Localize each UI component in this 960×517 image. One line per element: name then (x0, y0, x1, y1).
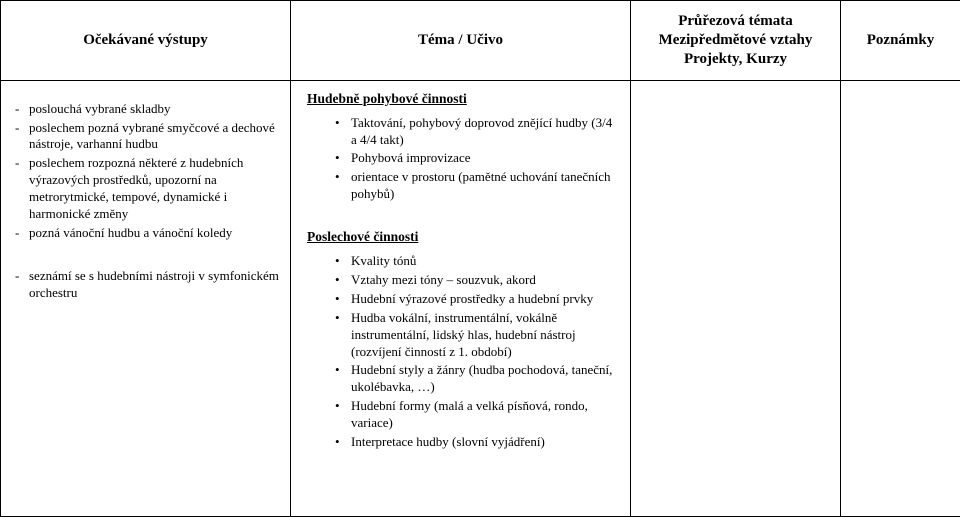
cell-cross (631, 80, 841, 516)
outcomes-block1: poslouchá vybrané skladby poslechem pozn… (11, 101, 280, 242)
list-item-text: Hudební styly a žánry (hudba pochodová, … (351, 362, 612, 394)
list-item: Taktování, pohybový doprovod znějící hud… (301, 115, 620, 149)
list-item-text: Kvality tónů (351, 253, 416, 268)
list-item-text: Pohybová improvizace (351, 150, 471, 165)
list-item-text: poslechem rozpozná některé z hudebních v… (29, 155, 243, 221)
curriculum-table: Očekávané výstupy Téma / Učivo Průřezová… (0, 0, 960, 517)
cell-topic: Hudebně pohybové činnosti Taktování, poh… (291, 80, 631, 516)
section2-list: Kvality tónů Vztahy mezi tóny – souzvuk,… (301, 253, 620, 451)
list-item-text: poslouchá vybrané skladby (29, 101, 171, 116)
list-item: seznámí se s hudebními nástroji v symfon… (11, 268, 280, 302)
outcomes-block2: seznámí se s hudebními nástroji v symfon… (11, 268, 280, 302)
section1-list: Taktování, pohybový doprovod znějící hud… (301, 115, 620, 203)
cell-notes (841, 80, 960, 516)
list-item: Hudba vokální, instrumentální, vokálně i… (301, 310, 620, 361)
list-item-text: Hudební formy (malá a velká písňová, ron… (351, 398, 588, 430)
list-item-text: Vztahy mezi tóny – souzvuk, akord (351, 272, 536, 287)
list-item-text: Taktování, pohybový doprovod znějící hud… (351, 115, 612, 147)
header-cross-line3: Projekty, Kurzy (641, 50, 830, 69)
list-item: pozná vánoční hudbu a vánoční koledy (11, 225, 280, 242)
list-item-text: Hudba vokální, instrumentální, vokálně i… (351, 310, 576, 359)
section1-title: Hudebně pohybové činnosti (307, 91, 620, 107)
section2-title: Poslechové činnosti (307, 229, 620, 245)
list-item: Pohybová improvizace (301, 150, 620, 167)
cell-outcomes: poslouchá vybrané skladby poslechem pozn… (1, 80, 291, 516)
list-item-text: Hudební výrazové prostředky a hudební pr… (351, 291, 593, 306)
list-item: Interpretace hudby (slovní vyjádření) (301, 434, 620, 451)
header-notes: Poznámky (841, 1, 960, 81)
list-item: Vztahy mezi tóny – souzvuk, akord (301, 272, 620, 289)
header-outcomes: Očekávané výstupy (1, 1, 291, 81)
list-item-text: poslechem pozná vybrané smyčcové a decho… (29, 120, 275, 152)
header-topic: Téma / Učivo (291, 1, 631, 81)
header-notes-text: Poznámky (867, 32, 935, 48)
header-topic-text: Téma / Učivo (418, 32, 503, 48)
header-cross-line2: Mezipředmětové vztahy (641, 31, 830, 50)
list-item: Hudební formy (malá a velká písňová, ron… (301, 398, 620, 432)
list-item-text: Interpretace hudby (slovní vyjádření) (351, 434, 545, 449)
list-item-text: seznámí se s hudebními nástroji v symfon… (29, 268, 279, 300)
table-body-row: poslouchá vybrané skladby poslechem pozn… (1, 80, 960, 516)
header-cross-line1: Průřezová témata (641, 12, 830, 31)
header-outcomes-text: Očekávané výstupy (83, 32, 208, 48)
list-item: orientace v prostoru (pamětné uchování t… (301, 169, 620, 203)
list-item: Hudební výrazové prostředky a hudební pr… (301, 291, 620, 308)
list-item: poslechem pozná vybrané smyčcové a decho… (11, 120, 280, 154)
page-root: { "colors": { "background": "#ffffff", "… (0, 0, 960, 517)
list-item: Kvality tónů (301, 253, 620, 270)
list-item: poslechem rozpozná některé z hudebních v… (11, 155, 280, 223)
list-item-text: orientace v prostoru (pamětné uchování t… (351, 169, 611, 201)
list-item: poslouchá vybrané skladby (11, 101, 280, 118)
list-item-text: pozná vánoční hudbu a vánoční koledy (29, 225, 232, 240)
table-header-row: Očekávané výstupy Téma / Učivo Průřezová… (1, 1, 960, 81)
header-cross: Průřezová témata Mezipředmětové vztahy P… (631, 1, 841, 81)
list-item: Hudební styly a žánry (hudba pochodová, … (301, 362, 620, 396)
